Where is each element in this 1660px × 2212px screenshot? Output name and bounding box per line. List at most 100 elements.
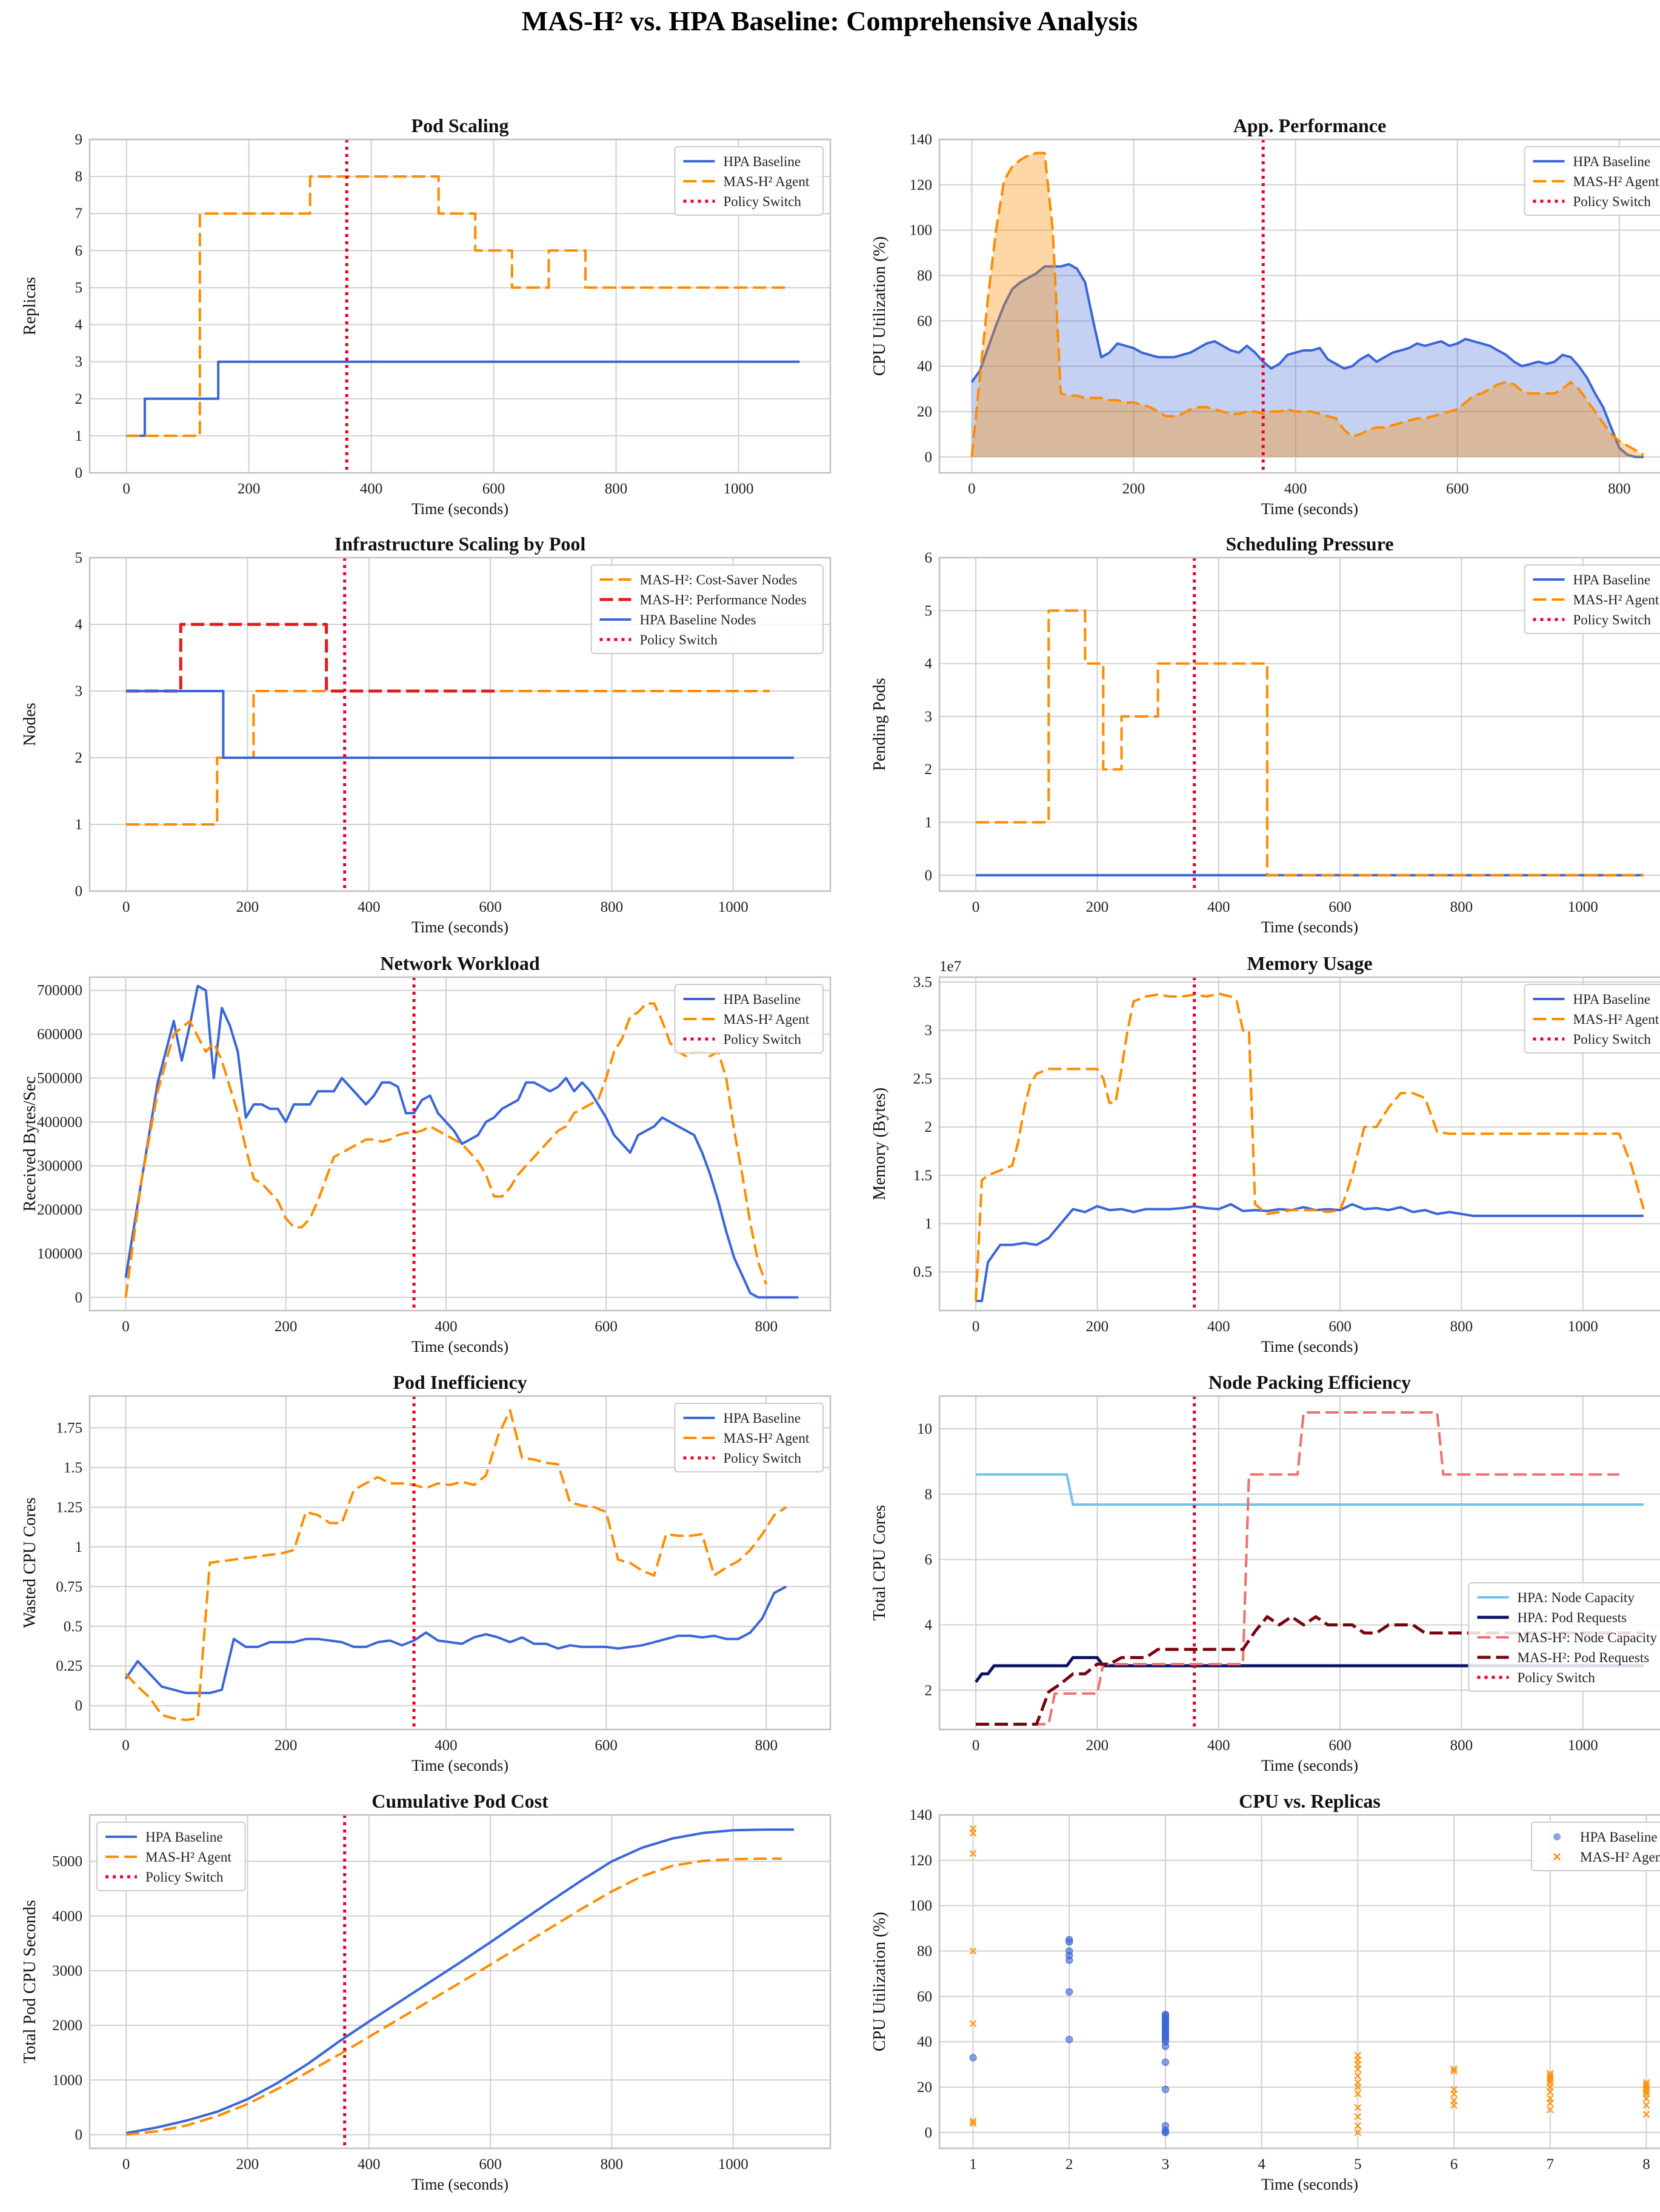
x-axis-label: Time (seconds): [1261, 1338, 1358, 1355]
line-hpa-baseline-nodes: [126, 690, 794, 759]
scatter-point: [1450, 2065, 1458, 2073]
x-tick-label: 0: [972, 1318, 980, 1335]
y-axis-label: CPU Utilization (%): [870, 236, 889, 376]
x-tick-label: 800: [1450, 1318, 1473, 1335]
legend-box: [96, 1822, 246, 1891]
x-tick-label: 200: [236, 2156, 259, 2173]
x-tick-label: 4: [1258, 2156, 1265, 2173]
plot-area: [970, 139, 1644, 473]
plot-area: [126, 558, 794, 891]
legend-label: MAS-H² Agent: [145, 1849, 232, 1865]
scatter-point: [1642, 2102, 1650, 2109]
x-tick-label: 8: [1642, 2156, 1650, 2173]
x-tick-label: 600: [595, 1318, 618, 1335]
scatter-point: [1450, 2097, 1458, 2105]
chart-title: Node Packing Efficiency: [1208, 1371, 1411, 1393]
y-offset-label: 1e7: [939, 958, 961, 975]
x-axis-label: Time (seconds): [1261, 918, 1358, 936]
legend-box: [674, 984, 824, 1054]
y-tick-label: 2: [925, 1682, 933, 1699]
y-tick-label: 500000: [37, 1070, 82, 1086]
axes-frame: [938, 138, 1660, 474]
legend-label: MAS-H² Agent: [1573, 1012, 1659, 1027]
x-tick-label: 600: [479, 2156, 502, 2173]
legend-box: [1524, 564, 1660, 634]
x-tick-label: 400: [1207, 1318, 1230, 1335]
x-tick-label: 400: [1284, 481, 1307, 497]
legend-label: MAS-H² Agent: [724, 1012, 810, 1027]
scatter-point: [969, 1947, 977, 1955]
legend-box: [590, 564, 824, 654]
x-tick-label: 0: [968, 481, 976, 497]
scatter-point: [1161, 2011, 1169, 2019]
line-hpa-baseline: [126, 360, 800, 437]
legend-label: Policy Switch: [145, 1870, 224, 1885]
legend-label: MAS-H² Agent: [724, 1431, 810, 1446]
line-hpa-baseline: [976, 1203, 1644, 1303]
legend-label: HPA: Node Capacity: [1518, 1590, 1635, 1605]
y-tick-label: 1000: [52, 2072, 82, 2088]
legend-label: MAS-H²: Node Capacity: [1518, 1630, 1658, 1645]
legend-label: Policy Switch: [724, 1032, 802, 1047]
y-tick-label: 5: [75, 279, 83, 296]
x-axis-label: Time (seconds): [1261, 2176, 1358, 2193]
x-tick-label: 1: [969, 2156, 977, 2173]
x-tick-label: 0: [122, 1737, 130, 1754]
x-tick-label: 1000: [724, 481, 754, 497]
legend-box: [674, 1403, 824, 1472]
scatter-point: [1354, 2051, 1362, 2059]
x-axis-label: Time (seconds): [412, 2176, 508, 2193]
chart-title: Pod Inefficiency: [393, 1371, 527, 1393]
y-tick-label: 3: [925, 1023, 933, 1039]
chart-cumulative-cost: 0 200 400 600 800 1000 0 1000 2000 3000 4000 5000 Cu…: [21, 1790, 832, 2193]
x-tick-label: 0: [122, 899, 130, 915]
y-tick-label: 3: [75, 354, 83, 370]
y-tick-label: 8: [75, 169, 83, 185]
y-axis-label: Pending Pods: [870, 678, 889, 770]
x-tick-label: 600: [1328, 1737, 1352, 1754]
y-tick-label: 2: [925, 1119, 933, 1135]
x-tick-label: 0: [122, 481, 130, 497]
chart-network-workload: 0 200 400 600 800 0 100000 200000 300000 400000 50…: [21, 952, 832, 1355]
y-axis-label: CPU Utilization (%): [870, 1912, 889, 2051]
plot-area: [126, 139, 800, 473]
legend-label: HPA Baseline: [1573, 572, 1651, 587]
y-tick-label: 1: [925, 1216, 933, 1232]
chart-title: Cumulative Pod Cost: [372, 1790, 548, 1812]
scatter-point: [1642, 2081, 1650, 2089]
scatter-point: [1161, 2058, 1169, 2066]
y-tick-label: 1: [925, 815, 933, 831]
legend-label: MAS-H²: Performance Nodes: [640, 592, 807, 607]
y-tick-label: 80: [917, 1943, 932, 1959]
plot-area: [124, 1396, 787, 1729]
legend-label: Policy Switch: [724, 1451, 802, 1466]
y-tick-label: 6: [925, 550, 933, 566]
plot-area: [969, 1825, 1650, 2136]
legend-label: Policy Switch: [1573, 612, 1652, 627]
x-tick-label: 200: [1086, 1737, 1109, 1754]
series-hpa-baseline: [969, 1936, 1169, 2136]
legend: HPA Baseline MAS-H² Agent Policy Switch: [1524, 564, 1660, 634]
x-tick-label: 200: [238, 481, 261, 497]
x-tick-label: 200: [275, 1737, 298, 1754]
scatter-point: [1161, 2033, 1169, 2041]
x-tick-label: 1000: [1568, 1318, 1598, 1335]
legend-label: HPA: Pod Requests: [1518, 1610, 1627, 1625]
x-tick-label: 3: [1162, 2156, 1170, 2173]
y-tick-label: 10: [917, 1421, 932, 1437]
y-tick-label: 4: [925, 656, 933, 672]
y-tick-label: 0: [925, 867, 933, 884]
legend-label: Policy Switch: [640, 632, 718, 647]
legend-box: [674, 146, 824, 216]
y-tick-label: 0: [925, 449, 933, 466]
y-tick-label: 1: [75, 1539, 83, 1555]
axes-frame: [938, 556, 1660, 892]
y-axis-label: Memory (Bytes): [870, 1088, 889, 1200]
y-axis-label: Total CPU Cores: [870, 1505, 889, 1621]
chart-title: App. Performance: [1233, 115, 1386, 136]
legend-marker: [1553, 1853, 1561, 1860]
x-tick-label: 400: [358, 899, 381, 915]
legend: HPA Baseline MAS-H² Agent: [1531, 1822, 1660, 1871]
